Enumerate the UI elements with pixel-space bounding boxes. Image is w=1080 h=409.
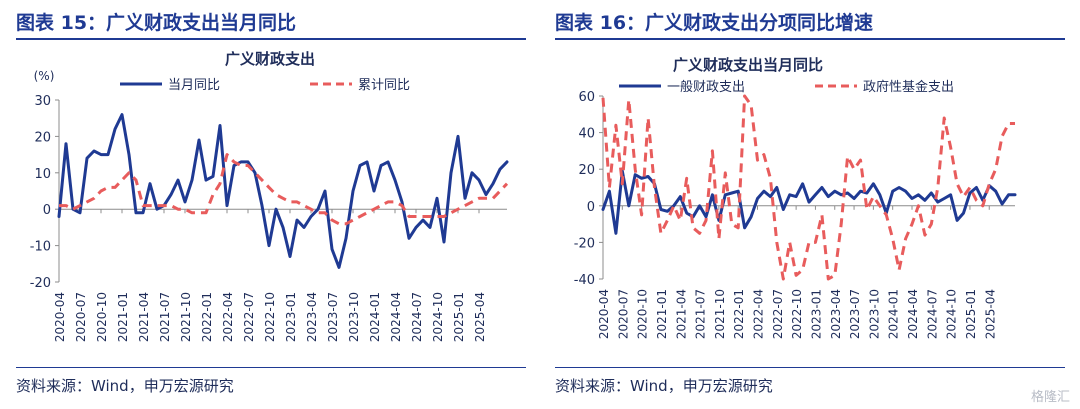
x-tick-label: 2022-07 <box>242 292 256 342</box>
x-tick-label: 2023-10 <box>347 292 361 342</box>
x-tick-label: 2021-10 <box>713 289 727 339</box>
series-line-1 <box>59 153 509 226</box>
x-tick-label: 2024-01 <box>368 292 382 342</box>
x-tick-label: 2020-07 <box>74 292 88 342</box>
x-tick-label: 2024-01 <box>887 289 901 339</box>
y-tick-label: -20 <box>574 236 595 251</box>
y-tick-label: 10 <box>34 167 51 182</box>
y-tick-label: 20 <box>578 163 595 178</box>
x-tick-label: 2021-04 <box>674 289 688 339</box>
x-tick-label: 2024-10 <box>945 289 959 339</box>
x-tick-label: 2024-07 <box>925 289 939 339</box>
x-tick-label: 2023-07 <box>326 292 340 342</box>
y-axis-unit: (%) <box>34 69 55 83</box>
x-tick-label: 2020-04 <box>597 289 611 339</box>
legend-label-0: 一般财政支出 <box>667 79 745 95</box>
x-tick-label: 2021-04 <box>137 292 151 342</box>
series-line-0 <box>57 113 509 269</box>
y-tick-label: -40 <box>574 273 595 288</box>
left-source-rule <box>16 367 526 368</box>
x-tick-label: 2023-04 <box>829 289 843 339</box>
x-tick-label: 2020-04 <box>53 292 67 342</box>
x-tick-label: 2024-04 <box>389 292 403 342</box>
left-chart-panel: 图表 15：广义财政支出当月同比 广义财政支出 (%) -20 -10 0 10 20 30 2… <box>16 12 526 395</box>
y-tick-label: -20 <box>30 276 51 291</box>
right-line-chart: 广义财政支出当月同比 -40 -20 0 20 40 60 2020-04 2020-07 202… <box>574 56 1017 339</box>
x-tick-label: 2022-01 <box>732 289 746 339</box>
x-tick-label: 2024-07 <box>410 292 424 342</box>
left-heading-rule <box>16 38 526 40</box>
right-chart-panel: 图表 16：广义财政支出分项同比增速 广义财政支出当月同比 -40 -20 0 20 40… <box>553 0 1080 409</box>
legend-label-0: 当月同比 <box>168 78 220 93</box>
x-tick-label: 2025-04 <box>983 289 997 339</box>
legend-label-1: 累计同比 <box>358 78 410 93</box>
x-tick-label: 2023-04 <box>305 292 319 342</box>
x-tick-label: 2022-04 <box>752 289 766 339</box>
watermark-logo: 格隆汇 <box>1030 390 1070 405</box>
x-tick-label: 2022-04 <box>221 292 235 342</box>
left-source-note: 资料来源：Wind，申万宏源研究 <box>16 377 234 395</box>
y-tick-label: 0 <box>43 203 51 218</box>
x-tick-label: 2025-01 <box>452 292 466 342</box>
x-tick-label: 2020-07 <box>616 289 630 339</box>
x-tick-label: 2023-01 <box>284 292 298 342</box>
series-line-1 <box>601 94 1015 281</box>
y-tick-label: 40 <box>578 127 595 142</box>
x-tick-label: 2021-01 <box>655 289 669 339</box>
x-tick-label: 2021-10 <box>179 292 193 342</box>
x-tick-label: 2022-01 <box>200 292 214 342</box>
x-tick-label: 2023-01 <box>809 289 823 339</box>
left-line-chart: 广义财政支出 (%) -20 -10 0 10 20 30 2020-04 2020-07 2020… <box>30 50 509 342</box>
y-tick-label: 0 <box>587 200 595 215</box>
x-tick-label: 2024-04 <box>906 289 920 339</box>
y-tick-label: 60 <box>578 90 595 105</box>
right-source-note: 资料来源：Wind，申万宏源研究 <box>555 377 773 395</box>
x-tick-label: 2020-10 <box>95 292 109 342</box>
right-source-rule <box>555 367 1065 368</box>
chart-title: 广义财政支出 <box>225 50 315 68</box>
x-tick-label: 2025-01 <box>964 289 978 339</box>
x-tick-label: 2023-07 <box>848 289 862 339</box>
x-tick-label: 2022-10 <box>790 289 804 339</box>
x-tick-label: 2022-10 <box>263 292 277 342</box>
x-tick-label: 2021-01 <box>116 292 130 342</box>
x-tick-label: 2023-10 <box>867 289 881 339</box>
y-tick-label: -10 <box>30 240 51 255</box>
x-tick-label: 2021-07 <box>158 292 172 342</box>
left-panel-heading: 图表 15：广义财政支出当月同比 <box>16 12 297 34</box>
x-tick-label: 2024-10 <box>431 292 445 342</box>
right-heading-rule <box>555 38 1065 40</box>
right-panel-heading: 图表 16：广义财政支出分项同比增速 <box>555 12 874 34</box>
x-tick-label: 2021-07 <box>694 289 708 339</box>
y-tick-label: 30 <box>34 94 51 109</box>
legend-label-1: 政府性基金支出 <box>863 79 954 95</box>
chart-title: 广义财政支出当月同比 <box>673 56 823 74</box>
x-tick-label: 2022-07 <box>771 289 785 339</box>
x-tick-label: 2020-10 <box>636 289 650 339</box>
y-tick-label: 20 <box>34 130 51 145</box>
x-tick-label: 2025-04 <box>473 292 487 342</box>
